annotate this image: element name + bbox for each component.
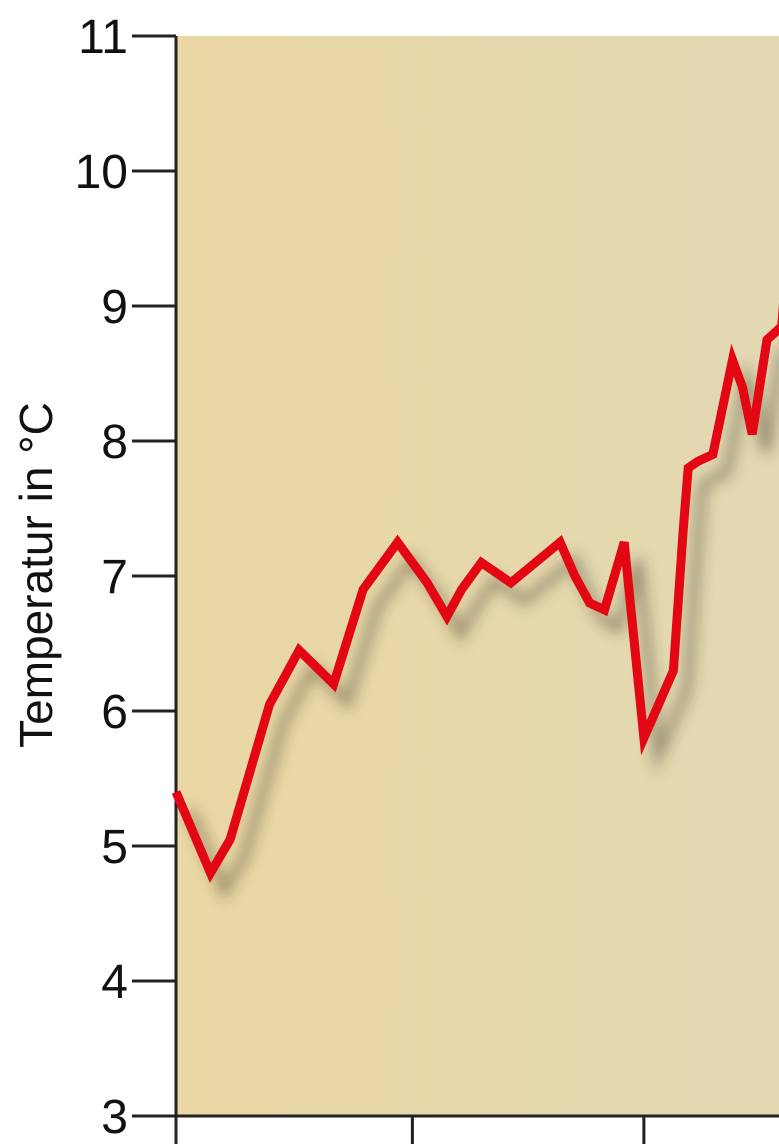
y-tick-label: 4 [101,956,128,1009]
y-tick-label: 11 [78,11,128,64]
plot-background [176,36,779,1116]
x-axis [174,1114,779,1144]
series-line [171,302,779,883]
y-tick-label: 7 [101,551,128,604]
y-axis-title: Temperatur in °C [10,402,62,748]
series-layer [171,302,779,883]
y-tick-label: 5 [101,821,128,874]
y-tick-label: 3 [101,1091,128,1144]
y-tick-label: 9 [101,281,128,334]
y-tick-label: 10 [75,146,128,199]
y-tick-label: 6 [101,686,128,739]
y-tick-label: 8 [101,416,128,469]
y-axis: 3 4 5 6 7 8 9 10 11 [75,11,178,1144]
